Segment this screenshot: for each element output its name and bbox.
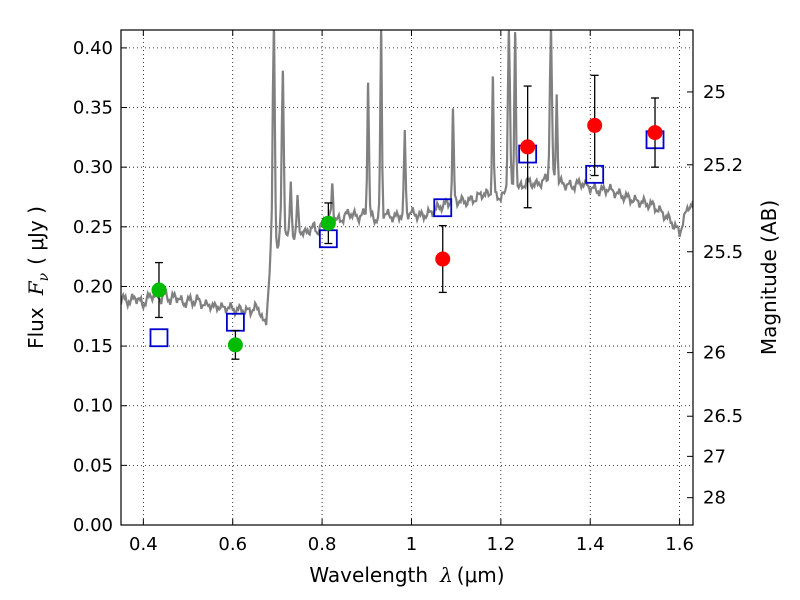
mag-tick-label: 26 [703, 343, 726, 364]
spectrum-line [121, 30, 693, 326]
model-square-marker [149, 328, 169, 348]
photometry-point [320, 215, 336, 231]
mag-tick-label: 25.2 [703, 155, 743, 176]
y-tick-label: 0.40 [73, 38, 113, 59]
y-tick-label: 0.30 [73, 157, 113, 178]
y-tick-label: 0.15 [73, 336, 113, 357]
grid-lines [121, 30, 693, 525]
x-tick-label: 1.6 [665, 534, 694, 555]
photometry-point [520, 139, 536, 155]
x-tick-label: 1.4 [576, 534, 605, 555]
x-tick-label: 0.4 [129, 534, 158, 555]
x-axis-label: Wavelength λ (μm) [309, 563, 504, 587]
y-tick-label: 0.00 [73, 515, 113, 536]
photometry-point [587, 117, 603, 133]
mag-tick-label: 27 [703, 446, 726, 467]
y-tick-label: 0.35 [73, 98, 113, 119]
photometry-point [435, 251, 451, 267]
data-points-layer [149, 74, 665, 360]
y-tick-label: 0.20 [73, 276, 113, 297]
x-tick-label: 1.2 [487, 534, 516, 555]
mag-tick-label: 25.5 [703, 242, 743, 263]
spectrum-layer [121, 30, 693, 326]
plot-frame [120, 29, 694, 526]
model-square-marker [433, 198, 453, 218]
photometry-point [151, 282, 167, 298]
y-tick-label: 0.05 [73, 455, 113, 476]
x-tick-label: 0.6 [218, 534, 247, 555]
photometry-point [647, 125, 663, 141]
x-tick-label: 1 [406, 534, 417, 555]
axis-ticks: 0.4 0.6 0.8 1 1.2 1.4 1.6 0.00 0.05 0.10 0.15 0.20 0… [73, 30, 743, 555]
mag-tick-label: 28 [703, 488, 726, 509]
y-axis-right-label: Magnitude (AB) [757, 200, 781, 355]
y-tick-label: 0.10 [73, 396, 113, 417]
mag-tick-label: 25 [703, 82, 726, 103]
mag-tick-label: 26.5 [703, 406, 743, 427]
y-axis-label: FluxFν( μJy ) [24, 206, 52, 349]
photometry-point [227, 337, 243, 353]
x-tick-label: 0.8 [308, 534, 337, 555]
y-tick-label: 0.25 [73, 217, 113, 238]
